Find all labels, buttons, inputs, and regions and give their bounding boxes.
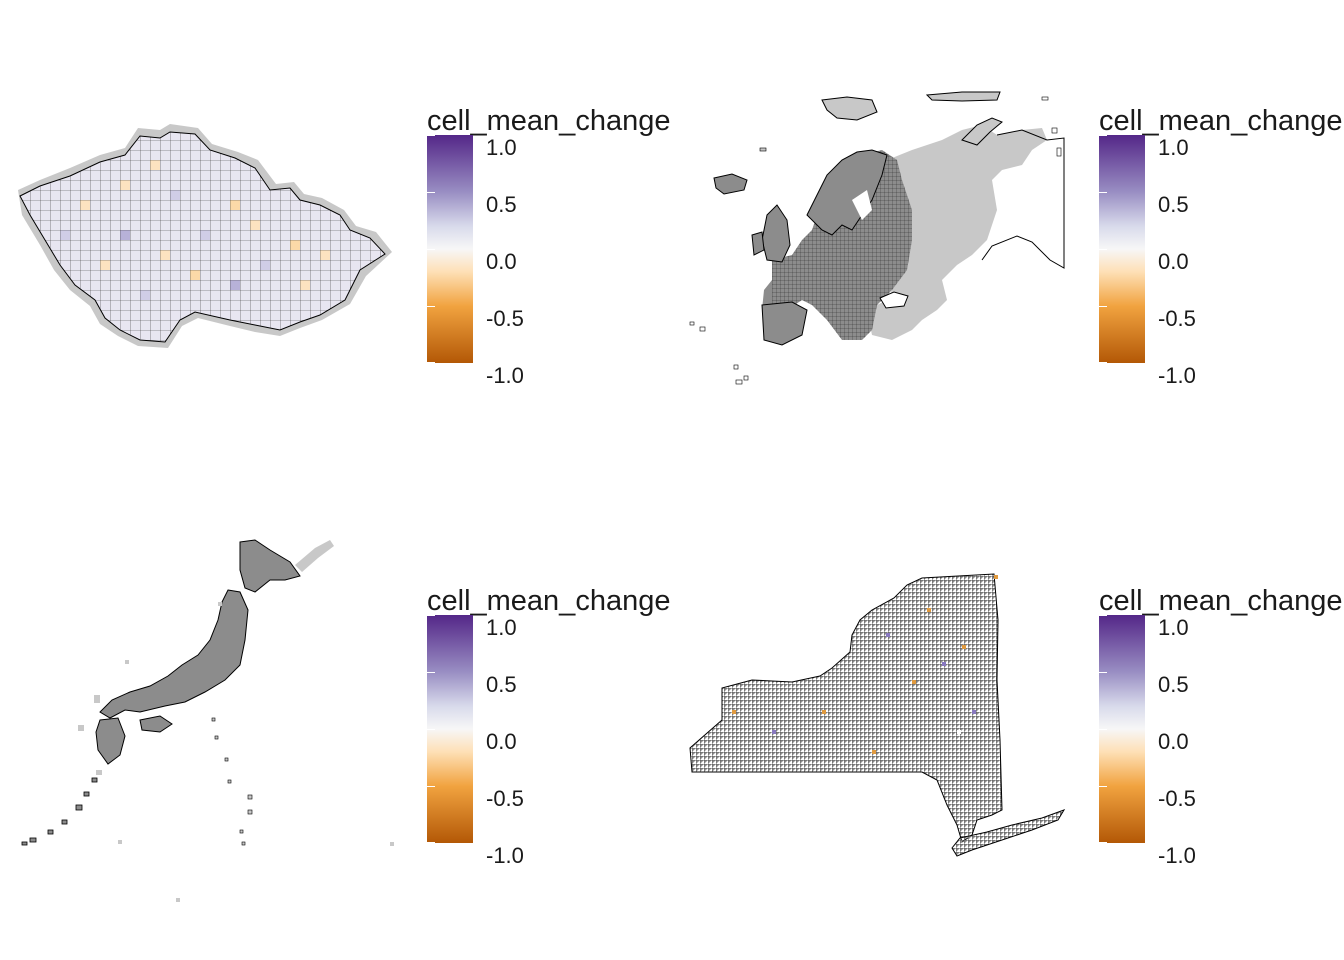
new-york-value-cells xyxy=(732,575,998,754)
japan-na-cells xyxy=(295,540,334,572)
legend-europe: cell_mean_change 1.0 0.5 0.0 -0.5 -1.0 xyxy=(1099,105,1344,388)
legend-czech: cell_mean_change 1.0 0.5 0.0 -0.5 -1.0 xyxy=(427,105,672,388)
ryukyu-islands xyxy=(21,777,98,846)
panel-new-york: cell_mean_change 1.0 0.5 0.0 -0.5 -1.0 xyxy=(672,480,1344,960)
legend-break-0: 0.0 xyxy=(1158,729,1189,754)
legend-title: cell_mean_change xyxy=(1099,105,1343,137)
legend-break-0: 0.0 xyxy=(1158,249,1189,274)
east-boundary xyxy=(981,129,1065,269)
legend-title: cell_mean_change xyxy=(1099,585,1343,617)
legend-colorbar xyxy=(1099,135,1145,363)
panel-japan: cell_mean_change 1.0 0.5 0.0 -0.5 -1.0 xyxy=(0,480,672,960)
legend-break-neg1: -1.0 xyxy=(486,363,524,388)
legend-title: cell_mean_change xyxy=(427,105,671,137)
legend-colorbar xyxy=(427,615,473,843)
map-europe xyxy=(689,91,1065,385)
panel-europe: cell_mean_change 1.0 0.5 0.0 -0.5 -1.0 xyxy=(672,0,1344,480)
legend-japan: cell_mean_change 1.0 0.5 0.0 -0.5 -1.0 xyxy=(427,585,672,868)
iceland xyxy=(713,173,748,195)
legend-break-0.5: 0.5 xyxy=(486,672,517,697)
legend-break-neg0.5: -0.5 xyxy=(486,306,524,331)
legend-break-0.5: 0.5 xyxy=(1158,672,1189,697)
legend-colorbar xyxy=(1099,615,1145,843)
legend-break-1: 1.0 xyxy=(486,615,517,640)
franz-josef xyxy=(925,91,1001,102)
new-york-state xyxy=(689,573,1003,843)
legend-break-0: 0.0 xyxy=(486,729,517,754)
legend-break-neg1: -1.0 xyxy=(486,843,524,868)
legend-title: cell_mean_change xyxy=(427,585,671,617)
legend-break-neg1: -1.0 xyxy=(1158,363,1196,388)
long-island xyxy=(951,809,1066,857)
shikoku xyxy=(139,715,173,733)
legend-break-neg1: -1.0 xyxy=(1158,843,1196,868)
legend-colorbar xyxy=(427,135,473,363)
czech-border xyxy=(19,131,386,343)
map-czech xyxy=(18,124,392,348)
legend-break-neg0.5: -0.5 xyxy=(1158,786,1196,811)
legend-break-0.5: 0.5 xyxy=(1158,192,1189,217)
legend-break-neg0.5: -0.5 xyxy=(486,786,524,811)
honshu xyxy=(99,589,249,719)
map-japan xyxy=(21,539,394,902)
novaya-zemlya xyxy=(961,117,1003,146)
panel-czech: cell_mean_change 1.0 0.5 0.0 -0.5 -1.0 xyxy=(0,0,672,480)
legend-break-1: 1.0 xyxy=(1158,615,1189,640)
uk xyxy=(761,204,791,263)
legend-break-1: 1.0 xyxy=(486,135,517,160)
black-sea xyxy=(879,291,909,309)
kyushu xyxy=(95,717,126,765)
hokkaido xyxy=(239,539,301,593)
scandinavia xyxy=(806,149,888,236)
svalbard xyxy=(821,96,878,121)
legend-break-1: 1.0 xyxy=(1158,135,1189,160)
japan-na-islands xyxy=(78,602,394,902)
europe-na-region xyxy=(867,125,1047,340)
legend-break-neg0.5: -0.5 xyxy=(1158,306,1196,331)
iberia xyxy=(761,301,808,346)
izu-islands xyxy=(211,717,253,846)
map-new-york xyxy=(689,573,1066,857)
legend-break-0.5: 0.5 xyxy=(486,192,517,217)
ireland xyxy=(751,231,765,256)
legend-new-york: cell_mean_change 1.0 0.5 0.0 -0.5 -1.0 xyxy=(1099,585,1344,868)
legend-break-0: 0.0 xyxy=(486,249,517,274)
